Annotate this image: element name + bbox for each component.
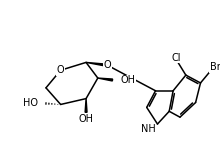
Polygon shape — [86, 62, 108, 66]
Polygon shape — [98, 78, 113, 81]
Text: Br: Br — [210, 62, 220, 72]
Text: O: O — [104, 60, 111, 70]
Text: NH: NH — [141, 124, 156, 134]
Polygon shape — [85, 99, 87, 112]
Text: OH: OH — [79, 114, 94, 124]
Text: HO: HO — [23, 99, 38, 109]
Text: Cl: Cl — [171, 52, 181, 62]
Text: O: O — [57, 65, 64, 75]
Text: OH: OH — [120, 75, 135, 85]
